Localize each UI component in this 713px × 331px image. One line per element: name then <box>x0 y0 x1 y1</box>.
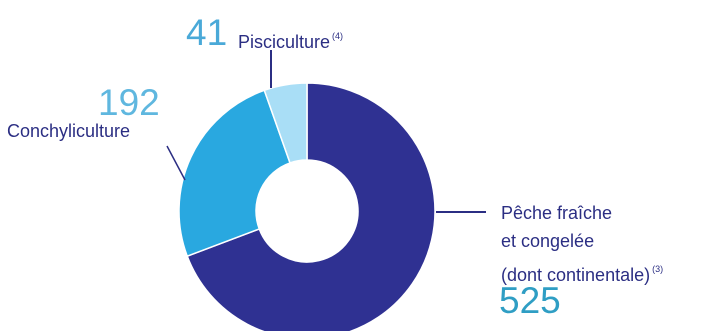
peche-leader-line <box>436 211 486 213</box>
slice-peche <box>186 82 436 331</box>
pisciculture-label: Pisciculture (4) <box>238 25 343 53</box>
pisciculture-name: Pisciculture <box>238 32 331 52</box>
peche-label-line1: Pêche fraîche <box>501 203 613 223</box>
peche-label-line3-text: (dont continentale) <box>501 265 651 285</box>
slice-pisciculture <box>263 82 308 164</box>
pisciculture-value: 41 <box>186 12 228 53</box>
conchyliculture-value: 192 <box>98 82 160 123</box>
peche-label-line3: (dont continentale) (3) <box>501 258 663 286</box>
pisciculture-note: (4) <box>332 31 344 41</box>
conchyliculture-label: Conchyliculture <box>7 121 131 141</box>
peche-value: 525 <box>499 280 561 321</box>
slice-conchyliculture <box>178 89 291 258</box>
peche-label-line2: et congelée <box>501 231 595 251</box>
peche-note: (3) <box>652 264 664 274</box>
pisciculture-leader-line <box>270 50 272 88</box>
